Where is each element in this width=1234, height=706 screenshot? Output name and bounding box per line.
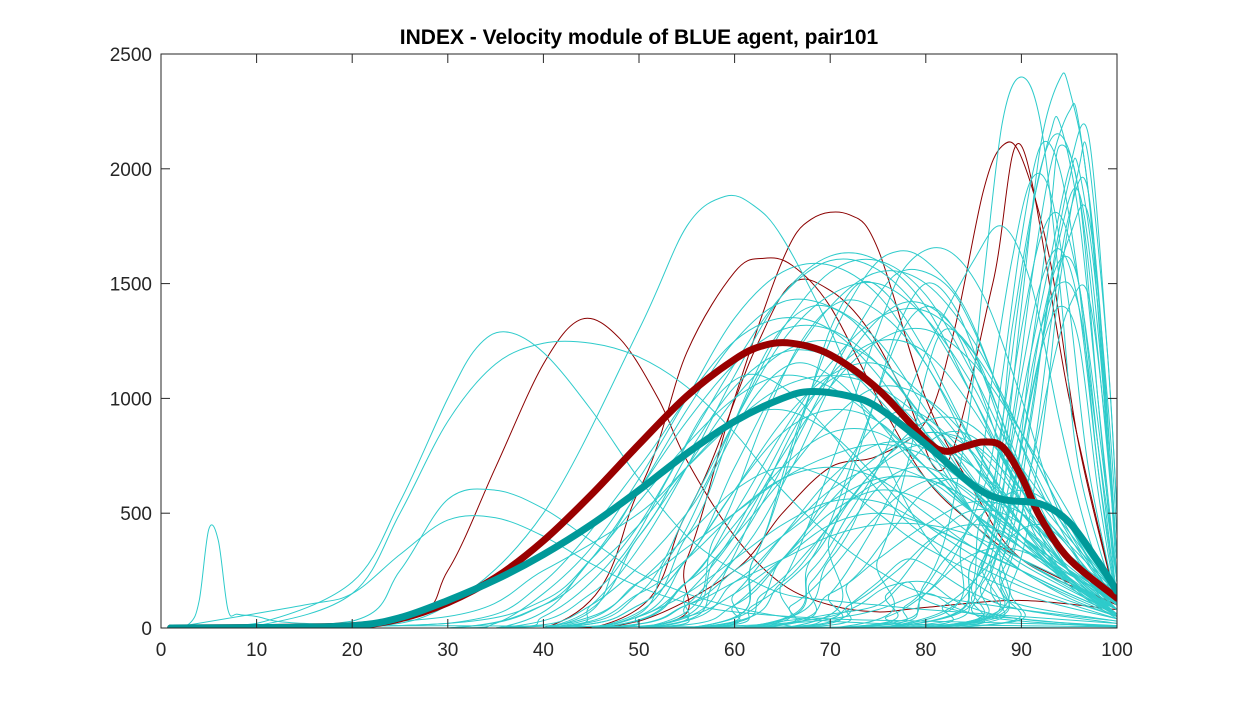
trial-line xyxy=(170,258,1117,628)
trial-line xyxy=(170,140,1117,628)
trial-line xyxy=(170,176,1117,628)
trial-line xyxy=(170,280,1117,628)
trial-line xyxy=(170,581,1117,628)
trial-line xyxy=(170,281,1117,628)
y-axis-ticks: 0 500 1000 1500 2000 2500 xyxy=(110,45,1117,640)
trial-line xyxy=(170,255,1117,628)
x-tick-label: 80 xyxy=(915,640,936,661)
trial-line xyxy=(170,512,1117,628)
trial-line xyxy=(170,144,1117,628)
mean-lines xyxy=(167,339,1117,628)
trial-line xyxy=(170,443,1117,628)
trial-line xyxy=(170,133,1117,628)
trial-line xyxy=(170,305,1117,628)
y-tick-label: 2000 xyxy=(110,160,152,181)
trial-line xyxy=(170,547,1117,628)
trial-line xyxy=(170,248,1117,628)
x-tick-label: 0 xyxy=(156,640,167,661)
trial-line xyxy=(170,299,1117,628)
trial-line xyxy=(170,262,1117,628)
trial-line xyxy=(170,187,1117,628)
x-tick-label: 10 xyxy=(246,640,267,661)
y-tick-label: 1000 xyxy=(110,389,152,410)
trial-line xyxy=(170,317,1117,628)
trial-line xyxy=(170,340,1117,628)
trial-line xyxy=(170,211,1117,628)
trial-line xyxy=(170,172,1117,628)
x-axis-ticks: 0 10 20 30 40 50 60 70 80 90 100 xyxy=(156,54,1133,661)
trial-line xyxy=(170,247,1117,628)
x-tick-label: 20 xyxy=(342,640,363,661)
trial-line xyxy=(170,524,1117,628)
x-tick-label: 40 xyxy=(533,640,554,661)
y-tick-label: 500 xyxy=(120,504,152,525)
x-tick-label: 70 xyxy=(820,640,841,661)
trial-line xyxy=(170,225,1117,628)
y-tick-label: 1500 xyxy=(110,275,152,296)
trial-line xyxy=(170,116,1117,628)
trial-line xyxy=(170,523,1117,628)
trial-line xyxy=(170,431,1117,628)
x-tick-label: 30 xyxy=(437,640,458,661)
trial-line xyxy=(170,508,1117,628)
trial-line xyxy=(170,141,1117,628)
x-tick-label: 90 xyxy=(1011,640,1032,661)
y-tick-label: 0 xyxy=(141,619,152,640)
x-tick-label: 50 xyxy=(628,640,649,661)
trial-line xyxy=(170,515,1117,628)
mean-line-teal xyxy=(167,387,1117,628)
trial-line xyxy=(170,430,1117,628)
trial-line xyxy=(170,373,1117,628)
trial-line xyxy=(170,593,1117,628)
trial-line xyxy=(170,123,1117,628)
trial-line xyxy=(170,257,1117,628)
trial-line xyxy=(170,328,1117,628)
trial-line xyxy=(170,522,1117,628)
trial-line xyxy=(170,157,1117,628)
trial-line xyxy=(170,284,1117,628)
trial-line xyxy=(170,477,1117,628)
trial-line xyxy=(170,409,1117,628)
y-tick-label: 2500 xyxy=(110,45,152,66)
x-tick-label: 60 xyxy=(724,640,745,661)
trial-line xyxy=(170,500,1117,628)
x-tick-label: 100 xyxy=(1101,640,1133,661)
trial-line xyxy=(170,331,1117,628)
chart-title: INDEX - Velocity module of BLUE agent, p… xyxy=(400,26,879,49)
